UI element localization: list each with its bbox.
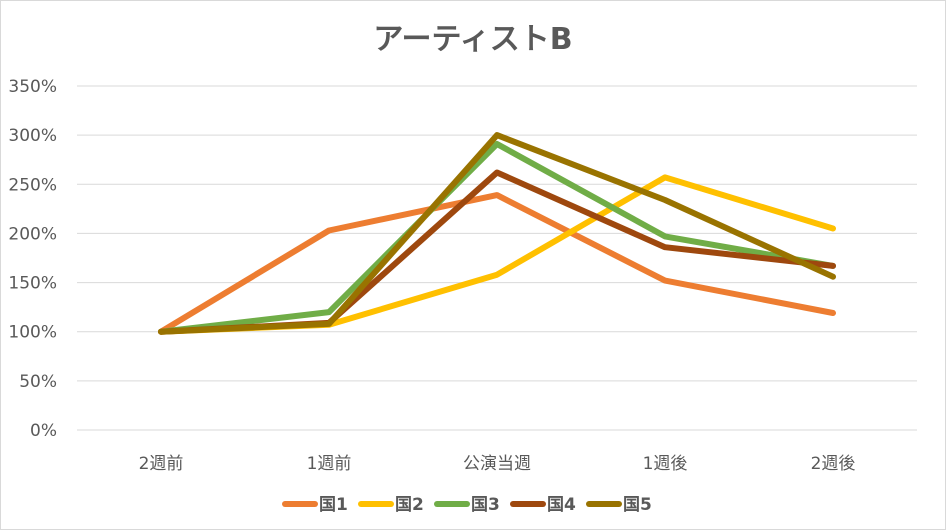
- legend-label: 国2: [395, 495, 424, 515]
- x-tick-label: 1週前: [307, 454, 352, 474]
- y-tick-label: 50%: [19, 372, 57, 392]
- y-tick-label: 200%: [8, 224, 57, 244]
- x-tick-label: 2週後: [811, 454, 856, 474]
- chart-title: アーティストB: [373, 22, 572, 57]
- y-tick-label: 0%: [30, 421, 57, 441]
- y-tick-label: 150%: [8, 274, 57, 294]
- y-tick-label: 350%: [8, 77, 57, 97]
- x-tick-label: 1週後: [643, 454, 688, 474]
- series-line-5: [158, 132, 836, 335]
- y-axis-ticks: 0% 50% 100% 150% 200% 250% 300% 350%: [8, 77, 57, 441]
- legend-label: 国4: [547, 495, 576, 515]
- x-axis-ticks: 2週前 1週前 公演当週 1週後 2週後: [139, 454, 856, 474]
- y-tick-label: 100%: [8, 323, 57, 343]
- series-lines: [158, 132, 836, 335]
- series-line-1: [158, 192, 836, 335]
- legend-label: 国1: [319, 495, 348, 515]
- legend: 国1 国2 国3 国4 国5: [282, 495, 652, 515]
- y-tick-label: 300%: [8, 126, 57, 146]
- x-tick-label: 公演当週: [463, 454, 531, 474]
- legend-label: 国3: [471, 495, 500, 515]
- x-tick-label: 2週前: [139, 454, 184, 474]
- legend-label: 国5: [623, 495, 652, 515]
- series-line-3: [158, 141, 836, 335]
- y-tick-label: 250%: [8, 175, 57, 195]
